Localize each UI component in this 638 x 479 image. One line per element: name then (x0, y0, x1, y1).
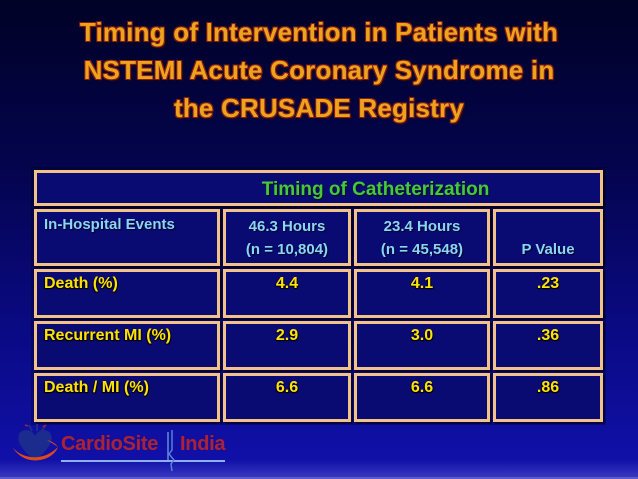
cell-pvalue: .36 (493, 321, 604, 370)
slide-title-line3: the CRUSADE Registry (173, 93, 465, 123)
group1-hours: 46.3 Hours (248, 217, 326, 235)
column-header-group2: 23.4 Hours (n = 45,548) (354, 209, 490, 266)
row-label: Death / MI (%) (34, 373, 220, 422)
slide-bottom-edge (0, 477, 638, 479)
cardiosite-logo: CardioSite India (13, 423, 226, 471)
cell-pvalue: .86 (493, 373, 604, 422)
column-header-events: In-Hospital Events (34, 209, 220, 266)
logo-brand: CardioSite (61, 432, 159, 455)
cell-value: 6.6 (354, 373, 490, 422)
outcomes-table: Timing of Catheterization In-Hospital Ev… (31, 167, 607, 425)
slide-title-line1: Timing of Intervention in Patients with (79, 17, 559, 47)
group2-hours: 23.4 Hours (383, 217, 461, 235)
logo-region: India (180, 432, 226, 455)
table-caption-row: Timing of Catheterization (34, 170, 604, 206)
cell-pvalue: .23 (493, 269, 604, 318)
table-row-death: Death (%) 4.4 4.1 .23 (34, 269, 604, 318)
logo-text: CardioSite India (61, 429, 226, 471)
group1-n: (n = 10,804) (245, 240, 329, 258)
heart-icon (13, 424, 58, 461)
column-header-group1: 46.3 Hours (n = 10,804) (223, 209, 351, 266)
cell-value: 2.9 (223, 321, 351, 370)
cell-value: 6.6 (223, 373, 351, 422)
table-row-death-mi: Death / MI (%) 6.6 6.6 .86 (34, 373, 604, 422)
ecg-line-icon (167, 429, 175, 471)
cell-value: 4.1 (354, 269, 490, 318)
slide-title-line2: NSTEMI Acute Coronary Syndrome in (83, 55, 555, 85)
table-row-recurrent-mi: Recurrent MI (%) 2.9 3.0 .36 (34, 321, 604, 370)
row-label: Recurrent MI (%) (34, 321, 220, 370)
column-header-pvalue: P Value (493, 209, 604, 266)
table-caption: Timing of Catheterization (34, 170, 604, 206)
slide-title: Timing of Intervention in Patients with … (0, 13, 638, 127)
row-label: Death (%) (34, 269, 220, 318)
cell-value: 4.4 (223, 269, 351, 318)
group2-n: (n = 45,548) (380, 240, 464, 258)
table-header-row: In-Hospital Events 46.3 Hours (n = 10,80… (34, 209, 604, 266)
cell-value: 3.0 (354, 321, 490, 370)
